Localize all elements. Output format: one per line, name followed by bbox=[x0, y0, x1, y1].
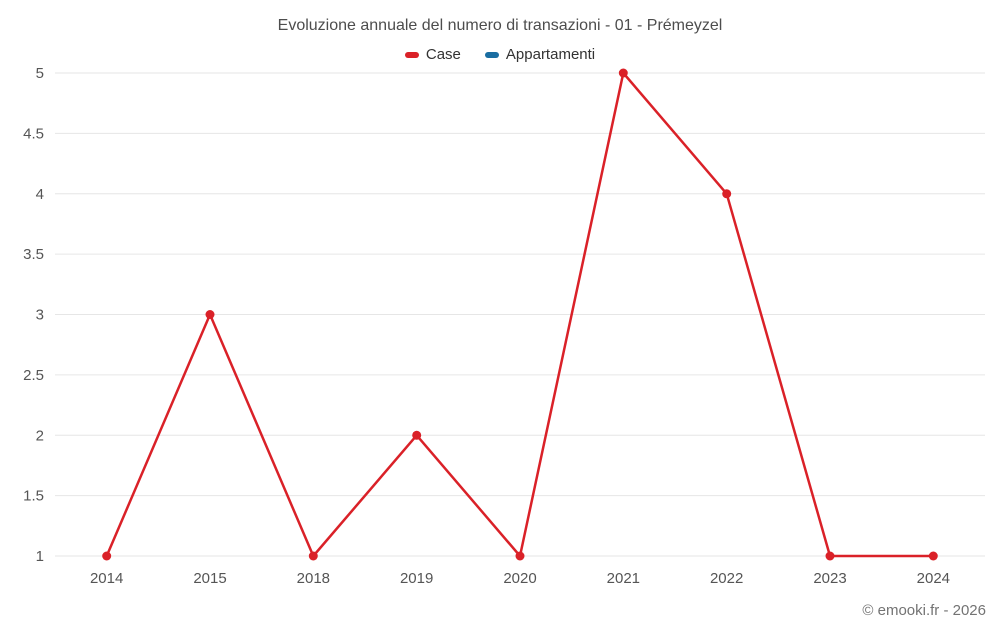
x-axis-tick-label: 2024 bbox=[917, 570, 950, 587]
data-point-case-2023[interactable] bbox=[825, 551, 835, 561]
y-axis-tick-label: 5 bbox=[36, 65, 44, 82]
y-axis-tick-label: 2 bbox=[36, 427, 44, 444]
y-axis-tick-label: 4 bbox=[36, 186, 44, 203]
y-axis-tick-label: 1 bbox=[36, 548, 44, 565]
data-point-case-2021[interactable] bbox=[618, 68, 628, 78]
data-point-case-2022[interactable] bbox=[722, 189, 732, 199]
x-axis-tick-label: 2019 bbox=[400, 570, 433, 587]
x-axis-tick-label: 2021 bbox=[607, 570, 640, 587]
x-axis-tick-label: 2023 bbox=[813, 570, 846, 587]
data-point-case-2018[interactable] bbox=[308, 551, 318, 561]
y-axis-tick-label: 1.5 bbox=[23, 488, 44, 505]
x-axis-tick-label: 2022 bbox=[710, 570, 743, 587]
legend-marker-icon bbox=[404, 51, 419, 58]
data-point-case-2024[interactable] bbox=[928, 551, 938, 561]
legend-item-appartamenti[interactable]: Appartamenti bbox=[484, 46, 596, 63]
y-axis-tick-label: 4.5 bbox=[23, 125, 44, 142]
y-axis-tick-label: 2.5 bbox=[23, 367, 44, 384]
x-axis-tick-label: 2020 bbox=[503, 570, 536, 587]
x-axis-tick-label: 2014 bbox=[90, 570, 123, 587]
data-point-case-2020[interactable] bbox=[515, 551, 525, 561]
legend-item-case[interactable]: Case bbox=[404, 46, 461, 63]
y-axis-tick-label: 3.5 bbox=[23, 246, 44, 263]
x-axis-tick-label: 2018 bbox=[297, 570, 330, 587]
chart-legend: Case Appartamenti bbox=[0, 46, 1000, 63]
data-point-case-2014[interactable] bbox=[102, 551, 112, 561]
y-axis-tick-label: 3 bbox=[36, 307, 44, 324]
legend-marker-icon bbox=[484, 51, 499, 58]
copyright-credit: © emooki.fr - 2026 bbox=[862, 602, 986, 619]
chart-title: Evoluzione annuale del numero di transaz… bbox=[277, 17, 723, 34]
data-point-case-2015[interactable] bbox=[205, 310, 215, 319]
data-point-case-2019[interactable] bbox=[412, 430, 422, 440]
x-axis-tick-label: 2015 bbox=[193, 570, 226, 587]
legend-label: Appartamenti bbox=[505, 46, 596, 63]
legend-label: Case bbox=[425, 46, 461, 63]
